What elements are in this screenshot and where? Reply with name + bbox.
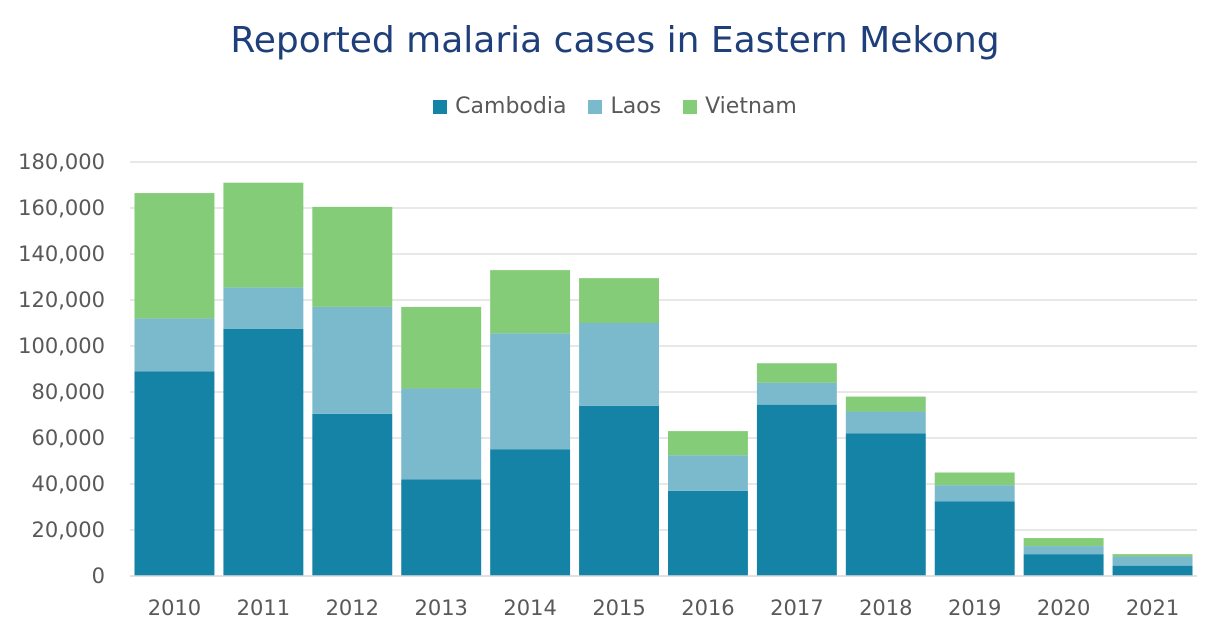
x-tick-label: 2013	[414, 596, 467, 620]
legend-label-vietnam: Vietnam	[705, 94, 797, 119]
axes: 0 20,000 40,000 60,000 80,000 100,000 120,000 1…	[18, 150, 1197, 620]
y-tick-label: 0	[92, 564, 105, 588]
y-tick-label: 80,000	[32, 380, 105, 404]
legend-item-laos: Laos	[588, 94, 661, 119]
x-tick-label: 2018	[859, 596, 912, 620]
bar-cambodia-2021	[1112, 565, 1193, 576]
bar-cambodia-2013	[401, 479, 482, 576]
bar-vietnam-2019	[934, 472, 1015, 486]
legend-item-cambodia: Cambodia	[433, 94, 566, 119]
x-tick-label: 2011	[237, 596, 290, 620]
legend-label-cambodia: Cambodia	[455, 94, 567, 119]
y-tick-label: 20,000	[32, 518, 105, 542]
bars	[134, 182, 1193, 576]
bar-vietnam-2013	[401, 306, 482, 389]
legend: Cambodia Laos Vietnam	[0, 94, 1230, 119]
bar-vietnam-2011	[223, 182, 304, 288]
bar-laos-2014	[490, 333, 571, 450]
bar-laos-2010	[134, 318, 215, 372]
bar-cambodia-2015	[579, 405, 659, 576]
bar-cambodia-2017	[756, 404, 837, 576]
bar-laos-2012	[312, 306, 393, 414]
bar-cambodia-2010	[134, 371, 215, 576]
legend-swatch-laos	[588, 99, 603, 114]
bar-vietnam-2016	[668, 431, 748, 456]
bar-cambodia-2016	[668, 490, 748, 576]
bar-cambodia-2020	[1023, 554, 1104, 576]
x-tick-label: 2020	[1037, 596, 1090, 620]
legend-swatch-cambodia	[433, 99, 448, 114]
x-tick-label: 2014	[503, 596, 556, 620]
bar-cambodia-2019	[934, 501, 1015, 576]
bar-laos-2017	[756, 382, 837, 405]
bar-vietnam-2020	[1023, 538, 1104, 547]
y-tick-label: 180,000	[18, 150, 105, 174]
y-tick-label: 100,000	[18, 334, 105, 358]
y-tick-label: 140,000	[18, 242, 105, 266]
bar-cambodia-2012	[312, 413, 393, 576]
bar-laos-2011	[223, 287, 304, 329]
bar-vietnam-2021	[1112, 554, 1193, 557]
legend-item-vietnam: Vietnam	[683, 94, 797, 119]
bar-vietnam-2015	[579, 278, 659, 323]
bar-vietnam-2014	[490, 270, 571, 334]
bar-laos-2016	[668, 455, 748, 491]
bar-laos-2019	[934, 485, 1015, 502]
bar-vietnam-2010	[134, 193, 215, 319]
x-tick-label: 2015	[592, 596, 645, 620]
bar-laos-2020	[1023, 546, 1104, 555]
y-tick-label: 160,000	[18, 196, 105, 220]
bar-laos-2018	[845, 411, 926, 434]
bar-cambodia-2011	[223, 328, 304, 576]
x-tick-label: 2012	[326, 596, 379, 620]
y-tick-label: 40,000	[32, 472, 105, 496]
y-tick-label: 120,000	[18, 288, 105, 312]
x-tick-label: 2016	[681, 596, 734, 620]
legend-swatch-vietnam	[683, 99, 698, 114]
bar-vietnam-2012	[312, 206, 393, 307]
x-tick-label: 2019	[948, 596, 1001, 620]
bar-vietnam-2017	[756, 363, 837, 383]
bar-laos-2015	[579, 323, 659, 406]
bar-laos-2021	[1112, 556, 1193, 566]
bar-cambodia-2014	[490, 449, 571, 576]
x-tick-label: 2021	[1126, 596, 1179, 620]
gridlines	[130, 161, 1197, 531]
x-tick-label: 2010	[148, 596, 201, 620]
chart-title: Reported malaria cases in Eastern Mekong	[230, 20, 1000, 61]
bar-cambodia-2018	[845, 433, 926, 576]
bar-vietnam-2018	[845, 396, 926, 412]
bar-laos-2013	[401, 388, 482, 480]
legend-label-laos: Laos	[610, 94, 662, 119]
y-tick-label: 60,000	[32, 426, 105, 450]
x-tick-label: 2017	[770, 596, 823, 620]
